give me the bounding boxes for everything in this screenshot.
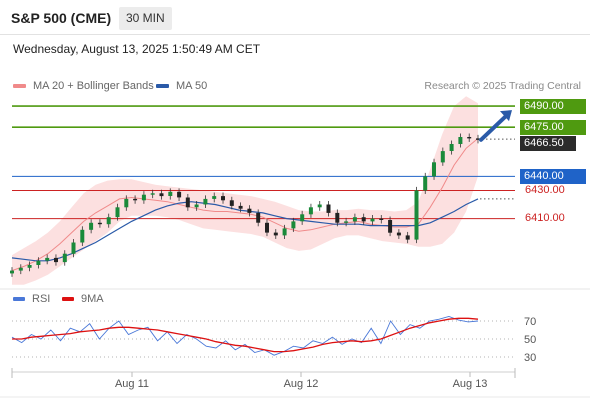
legend-ma50: MA 50 bbox=[156, 80, 207, 92]
candle-body bbox=[247, 208, 252, 213]
x-tick-label-aug-13: Aug 13 bbox=[453, 378, 488, 390]
candle-body bbox=[458, 137, 463, 144]
x-tick-label-aug-11: Aug 11 bbox=[115, 378, 149, 390]
level-label-6410-00: 6410.00 bbox=[525, 212, 565, 225]
candle-body bbox=[185, 197, 190, 208]
candle-body bbox=[27, 265, 32, 268]
legend-swatch-rsi bbox=[13, 297, 25, 301]
candle-body bbox=[344, 221, 349, 223]
candle-body bbox=[10, 270, 14, 274]
candle-body bbox=[106, 217, 111, 225]
candle-body bbox=[71, 242, 76, 254]
candle-body bbox=[221, 196, 225, 201]
candle-body bbox=[97, 222, 102, 225]
candle-body bbox=[203, 198, 208, 205]
candle-body bbox=[379, 218, 384, 220]
candle-body bbox=[124, 198, 129, 208]
candle-body bbox=[432, 162, 436, 177]
legend-label-ma50: MA 50 bbox=[176, 80, 208, 92]
candle-body bbox=[141, 194, 146, 201]
candle-body bbox=[265, 222, 269, 233]
candle-body bbox=[168, 191, 173, 196]
candle-body bbox=[308, 207, 313, 215]
candlesticks bbox=[10, 133, 480, 277]
interval-button[interactable]: 30 MIN bbox=[119, 7, 172, 30]
candle-body bbox=[370, 218, 375, 222]
candle-body bbox=[476, 138, 480, 140]
candle-body bbox=[194, 204, 199, 208]
timestamp: Wednesday, August 13, 2025 1:50:49 AM CE… bbox=[13, 42, 261, 56]
level-label-6475-00: 6475.00 bbox=[520, 119, 586, 135]
rsi-9ma-line bbox=[12, 317, 479, 353]
candle-body bbox=[326, 204, 331, 213]
candle-body bbox=[335, 212, 340, 223]
legend-9ma: 9MA bbox=[62, 293, 104, 305]
candle-body bbox=[423, 176, 428, 191]
candle-body bbox=[89, 222, 94, 230]
legend-label-9ma: 9MA bbox=[81, 293, 104, 305]
instrument-title: S&P 500 (CME) bbox=[11, 10, 112, 26]
ma20-line bbox=[11, 138, 479, 272]
candle-body bbox=[440, 151, 445, 163]
candle-body bbox=[80, 229, 85, 243]
candle-body bbox=[45, 257, 50, 261]
level-label-6440-00: 6440.00 bbox=[520, 168, 586, 184]
level-label-6430-00: 6430.00 bbox=[525, 183, 565, 196]
candle-body bbox=[396, 232, 401, 236]
header-divider bbox=[0, 34, 590, 35]
candle-body bbox=[256, 212, 261, 223]
candle-body bbox=[159, 193, 164, 197]
level-label-6490-00: 6490.00 bbox=[520, 98, 586, 114]
legend-swatch-ma50 bbox=[156, 84, 169, 88]
rsi-tick-label-30: 30 bbox=[524, 352, 536, 364]
candle-body bbox=[291, 221, 296, 229]
rsi-tick-label-50: 50 bbox=[524, 334, 536, 346]
level-label-6466-50: 6466.50 bbox=[520, 136, 576, 152]
legend-swatch-9ma bbox=[62, 297, 74, 301]
rsi-line bbox=[11, 316, 479, 356]
x-tick-label-aug-12: Aug 12 bbox=[284, 378, 319, 390]
candle-body bbox=[229, 200, 234, 206]
candle-body bbox=[115, 207, 120, 218]
candle-body bbox=[467, 137, 472, 139]
legend-label-rsi: RSI bbox=[32, 293, 51, 305]
candle-body bbox=[361, 217, 366, 222]
legend-rsi: RSI bbox=[13, 293, 50, 305]
candle-body bbox=[317, 204, 322, 208]
candle-body bbox=[238, 205, 243, 209]
candle-body bbox=[282, 228, 287, 236]
candle-body bbox=[133, 198, 138, 201]
candle-body bbox=[388, 220, 393, 233]
candle-body bbox=[300, 214, 305, 222]
candle-body bbox=[54, 257, 58, 263]
candle-body bbox=[150, 193, 155, 195]
research-credit: Research © 2025 Trading Central bbox=[424, 80, 581, 92]
candle-body bbox=[449, 144, 454, 151]
legend-label-ma20: MA 20 + Bollinger Bands bbox=[33, 80, 154, 92]
rsi-tick-label-70: 70 bbox=[524, 316, 536, 328]
candle-body bbox=[18, 267, 23, 271]
candle-body bbox=[36, 260, 41, 265]
projection-arrow-shaft bbox=[479, 113, 509, 142]
candle-body bbox=[352, 217, 357, 222]
legend-swatch-ma20 bbox=[13, 84, 26, 88]
projection-arrow-head bbox=[500, 110, 512, 122]
candle-body bbox=[273, 232, 278, 236]
candle-body bbox=[405, 235, 410, 240]
ma50-line bbox=[11, 198, 479, 262]
candle-body bbox=[212, 196, 217, 199]
legend-ma20-bollinger: MA 20 + Bollinger Bands bbox=[13, 80, 154, 92]
candle-body bbox=[62, 253, 67, 263]
candle-body bbox=[414, 190, 419, 240]
candle-body bbox=[177, 191, 182, 198]
